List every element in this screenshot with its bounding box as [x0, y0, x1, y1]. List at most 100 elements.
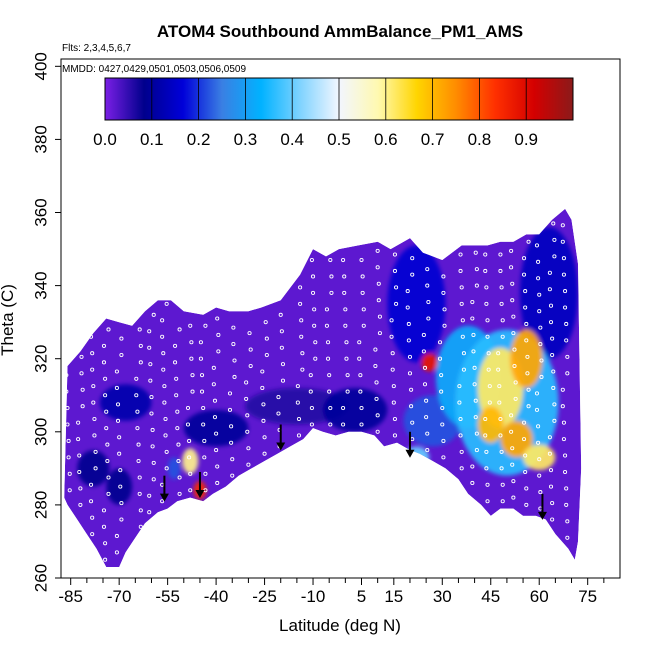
sample-point	[424, 398, 429, 403]
sample-point	[188, 471, 193, 476]
sample-point	[328, 422, 333, 427]
sample-point	[392, 433, 397, 438]
sample-point	[538, 490, 543, 495]
sample-point	[361, 307, 366, 312]
sample-point	[487, 384, 492, 389]
sample-point	[360, 290, 365, 295]
sample-point	[66, 455, 71, 460]
sample-point	[160, 318, 165, 323]
sample-point	[389, 334, 394, 339]
colorbar-tick-label: 0.1	[140, 130, 164, 149]
sample-point	[457, 384, 462, 389]
y-tick-label: 320	[31, 345, 50, 373]
sample-point	[525, 354, 530, 359]
sample-point	[151, 460, 156, 465]
sample-point	[563, 469, 568, 475]
sample-point	[375, 429, 380, 434]
sample-point	[326, 356, 331, 361]
sample-point	[198, 340, 203, 345]
sample-point	[229, 424, 234, 429]
field-patch	[99, 384, 152, 421]
sample-point	[459, 466, 464, 471]
sample-point	[199, 389, 205, 394]
sample-point	[439, 389, 444, 394]
sample-point	[513, 396, 518, 401]
sample-point	[471, 349, 476, 354]
sample-point	[483, 252, 488, 257]
sample-point	[232, 358, 237, 363]
sample-point	[345, 389, 350, 394]
sample-point	[472, 365, 477, 370]
sample-point	[324, 307, 329, 312]
sample-point	[148, 378, 153, 383]
sample-point	[115, 418, 121, 423]
x-tick-label: -70	[107, 587, 132, 606]
sample-point	[300, 367, 305, 372]
sample-point	[474, 431, 479, 436]
sample-point	[164, 466, 169, 471]
sample-point	[534, 391, 540, 396]
sample-point	[230, 457, 235, 462]
sample-point	[537, 473, 542, 478]
sample-point	[358, 373, 363, 378]
sample-point	[538, 325, 543, 330]
sample-point	[472, 382, 477, 387]
sample-point	[149, 411, 154, 416]
sample-point	[177, 491, 182, 496]
sample-point	[89, 482, 94, 487]
sample-point	[485, 482, 490, 487]
sample-point	[483, 416, 488, 422]
sample-point	[263, 320, 268, 325]
sample-point	[523, 453, 528, 458]
sample-point	[232, 374, 237, 380]
sample-point	[373, 347, 378, 352]
sample-point	[312, 307, 317, 312]
sample-point	[470, 300, 475, 305]
sample-point	[229, 440, 234, 445]
sample-point	[421, 332, 426, 337]
sample-point	[326, 340, 331, 345]
sample-point	[473, 415, 478, 420]
sample-point	[375, 248, 380, 253]
sample-point	[104, 426, 109, 431]
sample-point	[295, 400, 300, 405]
sample-point	[160, 499, 165, 504]
sample-point	[248, 363, 253, 369]
sample-point	[526, 404, 531, 409]
sample-point	[244, 380, 249, 385]
sample-point	[498, 268, 503, 274]
sample-point	[548, 303, 554, 308]
sample-point	[521, 420, 527, 425]
sample-point	[499, 285, 504, 290]
flights-note: Flts: 2,3,4,5,6,7	[62, 43, 131, 54]
sample-point	[161, 367, 166, 372]
sample-point	[536, 440, 541, 445]
sample-point	[345, 373, 350, 378]
sample-point	[405, 305, 410, 310]
colorbar-tick-label: 0.7	[421, 130, 445, 149]
sample-point	[106, 491, 111, 496]
sample-point	[91, 400, 96, 405]
sample-point	[135, 426, 140, 431]
x-tick-label: 5	[357, 587, 366, 606]
field-patch	[477, 406, 504, 443]
sample-point	[470, 464, 475, 469]
sample-point	[175, 409, 180, 414]
sample-point	[227, 407, 233, 412]
sample-point	[552, 402, 557, 407]
sample-point	[90, 351, 95, 356]
sample-point	[114, 385, 119, 390]
sample-point	[308, 389, 313, 394]
sample-point	[561, 437, 566, 442]
sample-point	[426, 300, 431, 305]
sample-point	[161, 351, 166, 356]
sample-point	[536, 424, 541, 429]
launch-arrow-head	[276, 442, 286, 451]
sample-point	[103, 376, 108, 381]
sample-point	[509, 429, 514, 434]
sample-point	[547, 451, 552, 456]
sample-point	[343, 307, 348, 312]
sample-point	[308, 373, 313, 378]
sample-point	[551, 385, 556, 390]
